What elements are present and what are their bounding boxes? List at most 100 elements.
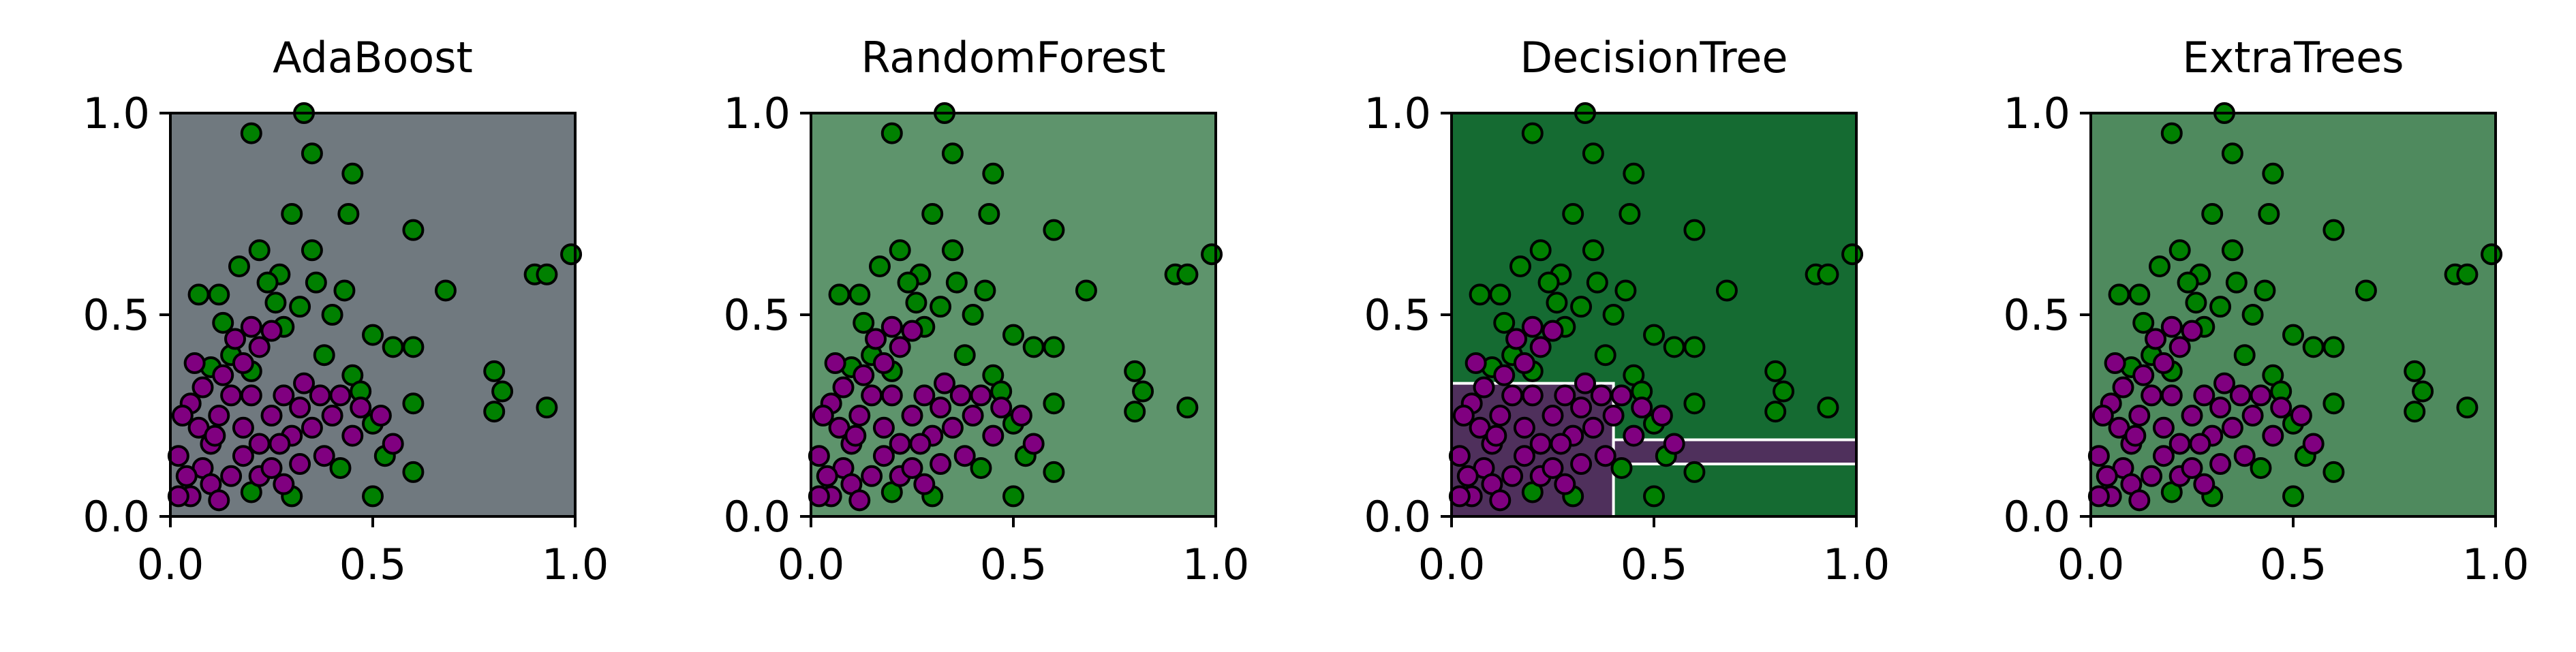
panel-title: DecisionTree — [1520, 33, 1788, 82]
purple-point — [1570, 397, 1593, 419]
x-tick-label: 0.0 — [1418, 540, 1486, 589]
green-point — [402, 461, 425, 483]
purple-point — [329, 384, 352, 407]
y-tick-label: 0.5 — [723, 290, 791, 340]
purple-point — [2168, 336, 2191, 358]
purple-point — [1010, 405, 1032, 426]
y-tick-label: 1.0 — [1364, 89, 1431, 138]
purple-point — [2141, 465, 2163, 487]
green-point — [2148, 255, 2171, 277]
green-point — [402, 219, 425, 241]
y-tick-label: 0.5 — [2003, 290, 2070, 340]
purple-point — [1456, 465, 1479, 487]
purple-point — [350, 397, 372, 419]
green-point — [382, 336, 404, 358]
purple-point — [2181, 320, 2203, 342]
green-point — [897, 271, 919, 294]
panel-decisiontree: DecisionTree 0.0 0.5 1.0 0.0 0.5 1.0 — [1364, 33, 1890, 589]
green-point — [1643, 485, 1665, 508]
purple-point — [970, 384, 992, 407]
purple-point — [901, 320, 923, 342]
green-point — [1683, 336, 1706, 358]
purple-point — [2152, 416, 2175, 439]
purple-point — [289, 453, 311, 476]
decision-surface — [170, 113, 575, 516]
purple-point — [1651, 405, 1673, 426]
panel-title: ExtraTrees — [2182, 33, 2404, 82]
purple-point — [2128, 405, 2151, 426]
green-point — [301, 142, 323, 165]
purple-point — [2104, 352, 2126, 375]
purple-point — [1505, 328, 1528, 350]
green-point — [1817, 263, 1839, 285]
x-tick-label: 0.0 — [778, 540, 845, 589]
green-point — [321, 304, 343, 326]
green-point — [1683, 392, 1706, 415]
green-point — [905, 292, 927, 314]
purple-point — [865, 328, 887, 350]
purple-point — [248, 336, 271, 358]
y-tick-label: 0.5 — [82, 290, 150, 340]
green-point — [1764, 401, 1787, 423]
purple-point — [212, 364, 234, 386]
purple-point — [909, 433, 932, 455]
green-point — [2250, 456, 2272, 479]
purple-point — [1570, 453, 1593, 476]
y-tick-label: 0.0 — [1364, 492, 1431, 542]
green-point — [2355, 279, 2377, 302]
purple-point — [824, 352, 846, 375]
purple-point — [1554, 473, 1576, 495]
green-point — [2254, 279, 2276, 302]
green-point — [2404, 360, 2426, 382]
purple-point — [1554, 384, 1576, 407]
purple-point — [1022, 433, 1045, 455]
green-point — [2209, 296, 2232, 318]
purple-point — [2233, 445, 2256, 467]
purple-point — [2168, 433, 2191, 455]
x-tick-label: 0.5 — [980, 540, 1047, 589]
green-point — [853, 311, 875, 334]
purple-point — [2124, 424, 2147, 447]
purple-point — [1574, 372, 1597, 394]
purple-point — [861, 384, 883, 407]
purple-point — [844, 424, 867, 447]
x-tick-label: 1.0 — [2462, 540, 2530, 589]
green-point — [1002, 485, 1024, 508]
green-point — [1841, 243, 1864, 266]
green-point — [1582, 239, 1604, 262]
green-point — [1002, 324, 1024, 346]
green-point — [2241, 304, 2264, 326]
purple-point — [2160, 384, 2183, 407]
green-point — [1043, 392, 1065, 415]
x-tick-label: 1.0 — [542, 540, 609, 589]
purple-point — [2181, 456, 2203, 479]
x-tick-label: 0.5 — [2260, 540, 2327, 589]
green-point — [264, 292, 287, 314]
purple-point — [2193, 384, 2215, 407]
green-point — [301, 239, 323, 262]
purple-point — [1631, 397, 1653, 419]
green-point — [2456, 263, 2479, 285]
green-point — [560, 243, 583, 266]
purple-point — [2209, 453, 2232, 476]
purple-point — [872, 445, 895, 467]
purple-point — [982, 424, 1005, 447]
x-tick-label: 0.0 — [2057, 540, 2125, 589]
purple-point — [1513, 445, 1535, 467]
green-point — [2128, 283, 2151, 306]
purple-point — [2262, 424, 2284, 447]
purple-point — [2290, 405, 2312, 426]
purple-point — [341, 424, 364, 447]
green-point — [208, 283, 230, 306]
purple-point — [930, 453, 952, 476]
green-point — [941, 239, 964, 262]
purple-point — [962, 405, 984, 426]
green-point — [970, 456, 992, 479]
purple-point — [167, 445, 189, 467]
purple-point — [248, 433, 271, 455]
purple-point — [872, 352, 895, 375]
y-tick-label: 0.0 — [2003, 492, 2070, 542]
purple-point — [2302, 433, 2325, 455]
green-point — [1602, 304, 1625, 326]
